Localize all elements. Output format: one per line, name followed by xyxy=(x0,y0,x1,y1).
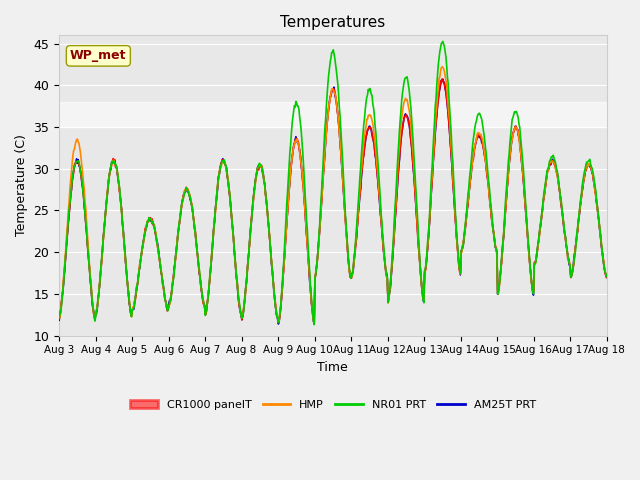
NR01 PRT xyxy=(310,322,318,327)
Y-axis label: Temperature (C): Temperature (C) xyxy=(15,134,28,236)
NR01 PRT xyxy=(65,207,73,213)
Text: WP_met: WP_met xyxy=(70,49,127,62)
NR01 PRT xyxy=(177,208,185,214)
AM25T PRT xyxy=(603,275,611,280)
Legend: CR1000 panelT, HMP, NR01 PRT, AM25T PRT: CR1000 panelT, HMP, NR01 PRT, AM25T PRT xyxy=(125,395,540,414)
HMP xyxy=(65,200,73,206)
NR01 PRT xyxy=(55,315,63,321)
AM25T PRT xyxy=(177,207,185,213)
AM25T PRT xyxy=(439,76,447,82)
CR1000 panelT xyxy=(416,262,424,268)
CR1000 panelT xyxy=(310,320,318,326)
HMP xyxy=(55,315,63,321)
HMP xyxy=(400,99,408,105)
Line: CR1000 panelT: CR1000 panelT xyxy=(59,79,607,323)
CR1000 panelT xyxy=(55,315,63,321)
Line: NR01 PRT: NR01 PRT xyxy=(59,41,607,324)
CR1000 panelT xyxy=(122,255,129,261)
AM25T PRT xyxy=(400,116,408,121)
HMP xyxy=(416,264,424,270)
CR1000 panelT xyxy=(603,275,611,280)
AM25T PRT xyxy=(55,317,63,323)
NR01 PRT xyxy=(603,274,611,279)
HMP xyxy=(122,256,129,262)
NR01 PRT xyxy=(416,262,424,268)
Bar xyxy=(59,102,607,127)
CR1000 panelT xyxy=(177,209,185,215)
HMP xyxy=(177,204,185,210)
AM25T PRT xyxy=(122,257,129,263)
CR1000 panelT xyxy=(206,274,214,280)
CR1000 panelT xyxy=(400,115,408,120)
X-axis label: Time: Time xyxy=(317,361,348,374)
AM25T PRT xyxy=(65,210,73,216)
Line: AM25T PRT: AM25T PRT xyxy=(59,79,607,324)
HMP xyxy=(438,64,446,70)
NR01 PRT xyxy=(122,254,129,260)
NR01 PRT xyxy=(439,38,447,44)
NR01 PRT xyxy=(206,272,214,277)
HMP xyxy=(310,321,318,327)
AM25T PRT xyxy=(416,262,424,268)
NR01 PRT xyxy=(400,79,408,85)
HMP xyxy=(206,275,214,280)
CR1000 panelT xyxy=(65,213,73,218)
CR1000 panelT xyxy=(438,76,446,82)
Line: HMP: HMP xyxy=(59,67,607,324)
HMP xyxy=(603,273,611,279)
AM25T PRT xyxy=(206,276,214,282)
Title: Temperatures: Temperatures xyxy=(280,15,385,30)
AM25T PRT xyxy=(275,321,282,327)
